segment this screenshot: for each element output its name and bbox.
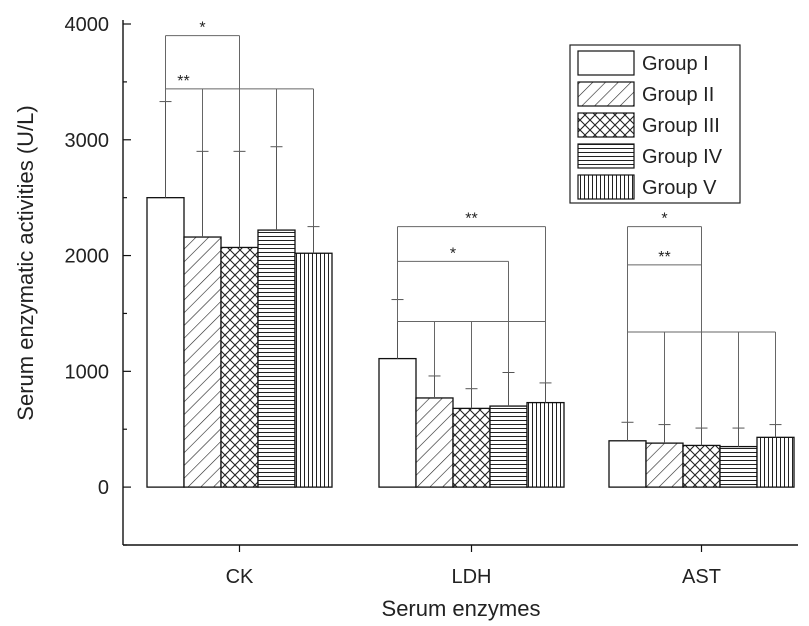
bar-ast-5 <box>756 436 795 488</box>
bar-ldh-1 <box>378 357 417 488</box>
x-tick-label-ck: CK <box>226 566 254 588</box>
y-tick-label: 0 <box>98 477 109 499</box>
x-tick-label-ldh: LDH <box>451 566 491 588</box>
bar-ast-3 <box>682 444 721 488</box>
x-tick-label-ast: AST <box>682 566 721 588</box>
legend-swatch-1 <box>577 50 635 76</box>
legend-swatch-5 <box>577 174 635 200</box>
significance-label: * <box>661 211 667 228</box>
legend-label-3: Group III <box>642 115 720 137</box>
bar-ck-3 <box>220 246 259 488</box>
bar-ck-5 <box>294 252 333 488</box>
bar-ast-2 <box>645 442 684 488</box>
y-axis-title: Serum enzymatic activities (U/L) <box>13 105 38 420</box>
x-axis-title: Serum enzymes <box>382 596 541 621</box>
y-tick-label: 1000 <box>65 361 110 383</box>
legend-swatch-4 <box>577 143 635 169</box>
legend-label-1: Group I <box>642 53 709 75</box>
bar-ldh-4 <box>489 405 528 488</box>
legend-swatch-2 <box>577 81 635 107</box>
significance-label: * <box>199 20 205 37</box>
significance-label: ** <box>658 249 670 266</box>
bar-ast-4 <box>719 445 758 488</box>
legend-swatch-3 <box>577 112 635 138</box>
bar-ldh-2 <box>415 397 454 488</box>
significance-label: ** <box>177 73 189 90</box>
bar-ldh-5 <box>526 401 565 488</box>
legend-label-5: Group V <box>642 177 717 199</box>
y-tick-label: 2000 <box>65 246 110 268</box>
y-tick-label: 4000 <box>65 14 110 36</box>
bar-ck-4 <box>257 229 296 488</box>
bar-ast-1 <box>608 440 647 488</box>
bar-ldh-3 <box>452 407 491 488</box>
significance-label: * <box>450 245 456 262</box>
bar-ck-2 <box>183 236 222 488</box>
bar-ck-1 <box>146 197 185 488</box>
legend-label-2: Group II <box>642 84 714 106</box>
legend-label-4: Group IV <box>642 146 723 168</box>
significance-label: ** <box>465 211 477 228</box>
y-tick-label: 3000 <box>65 130 110 152</box>
